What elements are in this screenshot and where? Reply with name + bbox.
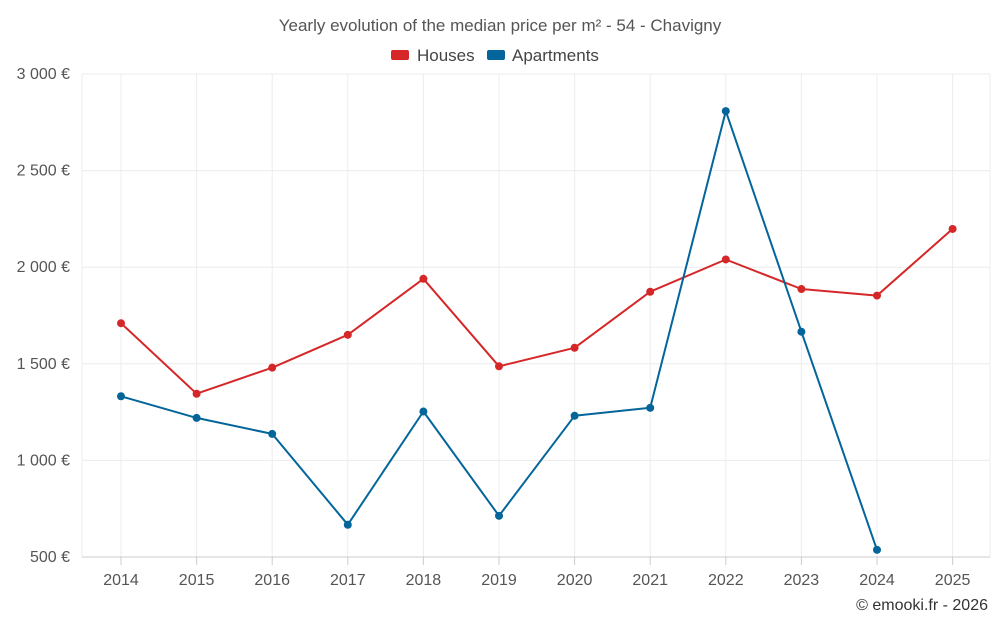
data-point-houses-2020[interactable] xyxy=(570,343,579,352)
chart-title: Yearly evolution of the median price per… xyxy=(279,16,722,35)
y-tick-label: 3 000 € xyxy=(17,66,70,83)
data-point-houses-2023[interactable] xyxy=(797,285,806,294)
x-tick-label: 2022 xyxy=(708,572,744,589)
x-tick-label: 2021 xyxy=(632,572,668,589)
data-point-apartments-2024[interactable] xyxy=(873,545,881,554)
legend: Houses Apartments xyxy=(391,46,599,65)
data-point-houses-2014[interactable] xyxy=(117,319,125,328)
x-tick-label: 2019 xyxy=(481,572,517,589)
axes: 500 € 1 000 € 1 500 € 2 000 € 2 500 € 3 000 €… xyxy=(17,66,990,589)
x-tick-label: 2015 xyxy=(179,572,215,589)
data-point-apartments-2014[interactable] xyxy=(117,392,125,401)
x-tick-label: 2025 xyxy=(935,572,971,589)
series-layer xyxy=(117,107,957,554)
grid xyxy=(81,73,991,558)
data-point-apartments-2015[interactable] xyxy=(192,413,201,422)
data-point-apartments-2022[interactable] xyxy=(721,107,730,116)
legend-label-apartments[interactable]: Apartments xyxy=(512,46,599,65)
data-point-apartments-2021[interactable] xyxy=(646,403,655,412)
data-point-houses-2018[interactable] xyxy=(419,274,428,283)
series-apartments xyxy=(117,107,881,554)
data-point-houses-2017[interactable] xyxy=(343,330,352,339)
data-point-houses-2019[interactable] xyxy=(495,362,503,371)
x-tick-label: 2016 xyxy=(254,572,290,589)
data-point-houses-2016[interactable] xyxy=(268,363,277,372)
y-tick-label: 1 000 € xyxy=(17,452,70,469)
y-tick-label: 1 500 € xyxy=(17,356,70,373)
y-tick-label: 500 € xyxy=(30,549,70,566)
x-tick-label: 2018 xyxy=(406,572,442,589)
x-tick-label: 2023 xyxy=(784,572,820,589)
data-point-apartments-2016[interactable] xyxy=(268,429,277,438)
data-point-houses-2025[interactable] xyxy=(948,224,957,233)
data-point-apartments-2018[interactable] xyxy=(419,407,428,416)
legend-label-houses[interactable]: Houses xyxy=(417,46,475,65)
data-point-apartments-2020[interactable] xyxy=(570,411,579,420)
x-tick-label: 2020 xyxy=(557,572,593,589)
data-point-apartments-2019[interactable] xyxy=(495,511,503,520)
y-tick-label: 2 000 € xyxy=(17,259,70,276)
x-tick-label: 2014 xyxy=(103,572,139,589)
data-point-houses-2021[interactable] xyxy=(646,287,655,296)
data-point-apartments-2023[interactable] xyxy=(797,327,806,336)
legend-swatch-houses[interactable] xyxy=(391,50,409,60)
data-point-houses-2024[interactable] xyxy=(873,291,881,300)
data-point-apartments-2017[interactable] xyxy=(343,520,352,529)
series-line-houses xyxy=(120,228,954,395)
data-point-houses-2022[interactable] xyxy=(721,255,730,264)
series-houses xyxy=(117,224,957,398)
x-tick-label: 2017 xyxy=(330,572,366,589)
x-tick-label: 2024 xyxy=(859,572,895,589)
data-point-houses-2015[interactable] xyxy=(192,389,201,398)
y-tick-label: 2 500 € xyxy=(17,163,70,180)
credit-text: © emooki.fr - 2026 xyxy=(856,597,988,614)
legend-swatch-apartments[interactable] xyxy=(487,50,505,60)
